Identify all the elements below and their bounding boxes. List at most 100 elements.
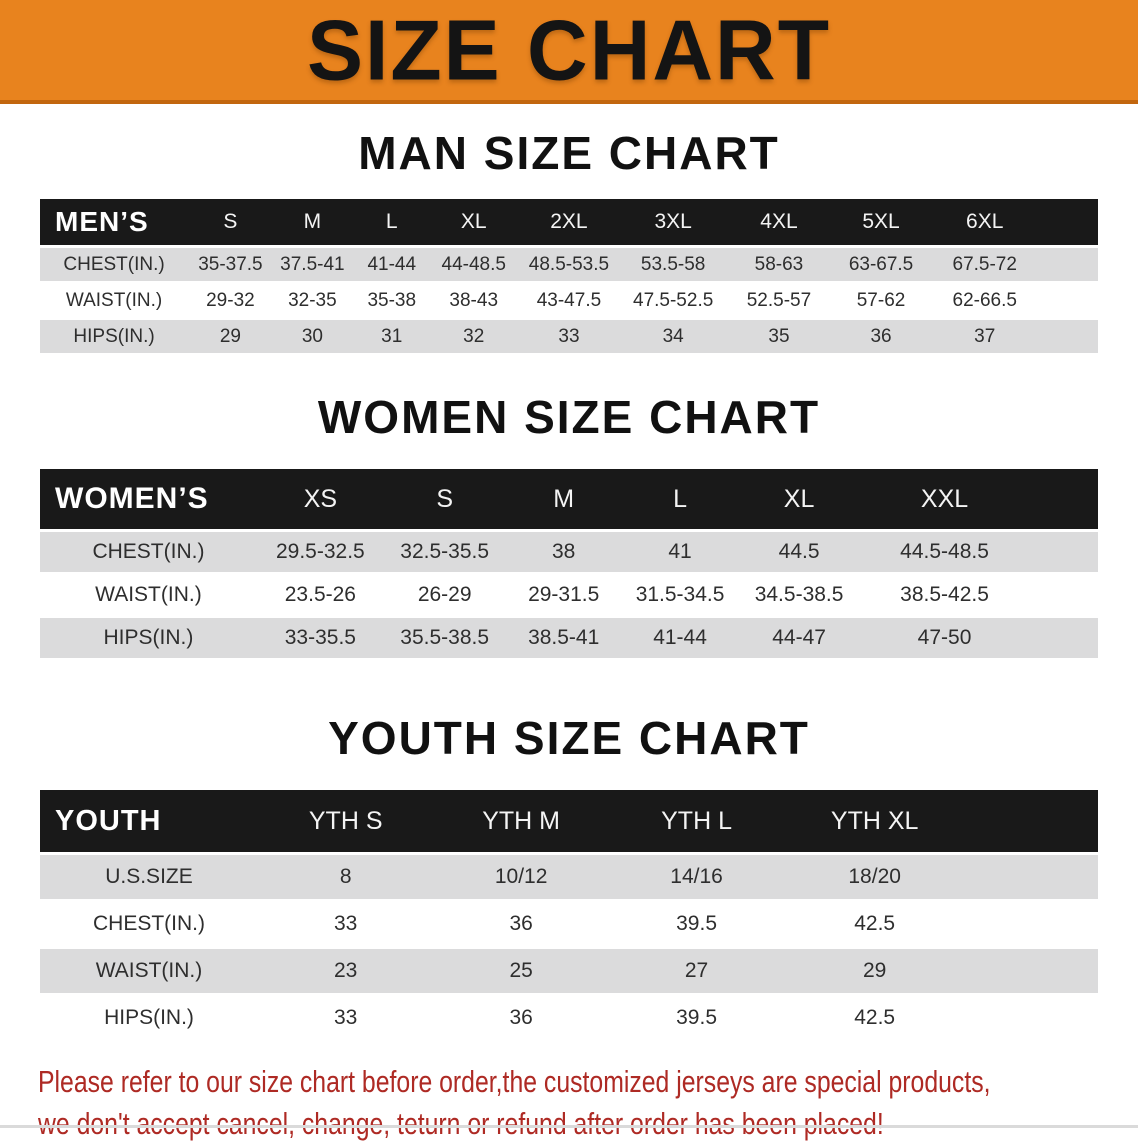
bottom-edge-line	[0, 1125, 1138, 1128]
size-value-cell: 32	[431, 320, 517, 353]
size-value-cell: 42.5	[784, 996, 966, 1040]
row-label: CHEST(IN.)	[40, 902, 258, 946]
size-value-cell: 18/20	[784, 855, 966, 899]
page-title: SIZE CHART	[307, 1, 831, 98]
size-column-header: 2XL	[516, 199, 622, 245]
spacer-cell	[1029, 532, 1098, 572]
size-value-cell: 23.5-26	[256, 575, 384, 615]
table-row: HIPS(IN.) 33 36 39.5 42.5	[40, 996, 1098, 1040]
women-size-table: WOMEN’S XS S M L XL XXL CHEST(IN.) 29.5-32.5 32.5…	[40, 466, 1098, 661]
spacer-cell	[1040, 284, 1098, 317]
size-value-cell: 42.5	[784, 902, 966, 946]
size-value-cell: 35	[724, 320, 834, 353]
size-column-header: 6XL	[928, 199, 1041, 245]
size-value-cell: 35-37.5	[188, 248, 273, 281]
size-column-header: XS	[256, 469, 384, 529]
youth-table-corner-label: YOUTH	[40, 790, 258, 852]
table-row: HIPS(IN.) 33-35.5 35.5-38.5 38.5-41 41-44 44-…	[40, 618, 1098, 658]
row-label: U.S.SIZE	[40, 855, 258, 899]
table-row: CHEST(IN.) 35-37.5 37.5-41 41-44 44-48.5 48.5…	[40, 248, 1098, 281]
size-value-cell: 44.5-48.5	[859, 532, 1030, 572]
size-value-cell: 34	[621, 320, 725, 353]
spacer-cell	[965, 949, 1098, 993]
size-value-cell: 32.5-35.5	[383, 532, 506, 572]
size-column-header: XL	[431, 199, 517, 245]
size-column-header: 4XL	[724, 199, 834, 245]
size-value-cell: 37	[928, 320, 1041, 353]
spacer-cell	[965, 902, 1098, 946]
table-row: CHEST(IN.) 33 36 39.5 42.5	[40, 902, 1098, 946]
size-value-cell: 43-47.5	[516, 284, 622, 317]
spacer-cell	[965, 855, 1098, 899]
table-row: WAIST(IN.) 29-32 32-35 35-38 38-43 43-47.5 47.…	[40, 284, 1098, 317]
size-value-cell: 35.5-38.5	[383, 618, 506, 658]
size-value-cell: 32-35	[272, 284, 353, 317]
size-value-cell: 67.5-72	[928, 248, 1041, 281]
size-value-cell: 38.5-42.5	[859, 575, 1030, 615]
size-value-cell: 27	[608, 949, 785, 993]
spacer-cell	[1029, 469, 1098, 529]
size-column-header: YTH XL	[784, 790, 966, 852]
size-value-cell: 29.5-32.5	[256, 532, 384, 572]
spacer-cell	[1029, 618, 1098, 658]
table-row: U.S.SIZE 8 10/12 14/16 18/20	[40, 855, 1098, 899]
size-value-cell: 57-62	[833, 284, 929, 317]
size-column-header: S	[383, 469, 506, 529]
size-value-cell: 35-38	[352, 284, 432, 317]
size-value-cell: 10/12	[433, 855, 609, 899]
size-column-header: XL	[738, 469, 860, 529]
size-value-cell: 25	[433, 949, 609, 993]
spacer-cell	[1040, 248, 1098, 281]
size-column-header: YTH S	[257, 790, 434, 852]
spacer-cell	[1040, 320, 1098, 353]
size-value-cell: 44.5	[738, 532, 860, 572]
women-size-chart-section: WOMEN SIZE CHART WOMEN’S XS S M L XL XXL CHEST(I…	[0, 390, 1138, 661]
row-label: CHEST(IN.)	[40, 248, 189, 281]
size-value-cell: 33	[516, 320, 622, 353]
size-value-cell: 23	[257, 949, 434, 993]
row-label: WAIST(IN.)	[40, 284, 189, 317]
size-value-cell: 33-35.5	[256, 618, 384, 658]
size-value-cell: 29-31.5	[505, 575, 622, 615]
banner: SIZE CHART	[0, 0, 1138, 104]
size-column-header: M	[272, 199, 353, 245]
size-value-cell: 38	[505, 532, 622, 572]
size-value-cell: 47.5-52.5	[621, 284, 725, 317]
men-size-chart-section: MAN SIZE CHART MEN’S S M L XL 2XL 3XL 4XL 5XL 6XL C…	[0, 126, 1138, 356]
men-size-table: MEN’S S M L XL 2XL 3XL 4XL 5XL 6XL CHEST(IN.) 35-37…	[40, 196, 1098, 356]
size-value-cell: 44-48.5	[431, 248, 517, 281]
row-label: HIPS(IN.)	[40, 996, 258, 1040]
youth-chart-heading: YOUTH SIZE CHART	[328, 712, 810, 764]
size-column-header: S	[188, 199, 273, 245]
size-column-header: L	[621, 469, 739, 529]
size-value-cell: 47-50	[859, 618, 1030, 658]
size-value-cell: 44-47	[738, 618, 860, 658]
table-row: WAIST(IN.) 23.5-26 26-29 29-31.5 31.5-34.5 34…	[40, 575, 1098, 615]
youth-size-table: YOUTH YTH S YTH M YTH L YTH XL U.S.SIZE 8 10/12…	[40, 787, 1098, 1043]
size-value-cell: 52.5-57	[724, 284, 834, 317]
row-label: WAIST(IN.)	[40, 575, 257, 615]
size-value-cell: 62-66.5	[928, 284, 1041, 317]
size-value-cell: 36	[433, 902, 609, 946]
size-value-cell: 36	[833, 320, 929, 353]
size-column-header: L	[352, 199, 432, 245]
size-value-cell: 8	[257, 855, 434, 899]
women-table-corner-label: WOMEN’S	[40, 469, 257, 529]
size-value-cell: 39.5	[608, 996, 785, 1040]
size-value-cell: 38.5-41	[505, 618, 622, 658]
spacer-cell	[1029, 575, 1098, 615]
spacer-cell	[965, 790, 1098, 852]
size-column-header: 3XL	[621, 199, 725, 245]
size-column-header: XXL	[859, 469, 1030, 529]
size-value-cell: 36	[433, 996, 609, 1040]
row-label: HIPS(IN.)	[40, 618, 257, 658]
size-value-cell: 34.5-38.5	[738, 575, 860, 615]
size-value-cell: 29	[784, 949, 966, 993]
size-value-cell: 31.5-34.5	[621, 575, 739, 615]
size-value-cell: 30	[272, 320, 353, 353]
size-value-cell: 58-63	[724, 248, 834, 281]
size-value-cell: 33	[257, 996, 434, 1040]
disclaimer-line-2: we don't accept cancel, change, teturn o…	[38, 1106, 884, 1141]
size-column-header: YTH M	[433, 790, 609, 852]
